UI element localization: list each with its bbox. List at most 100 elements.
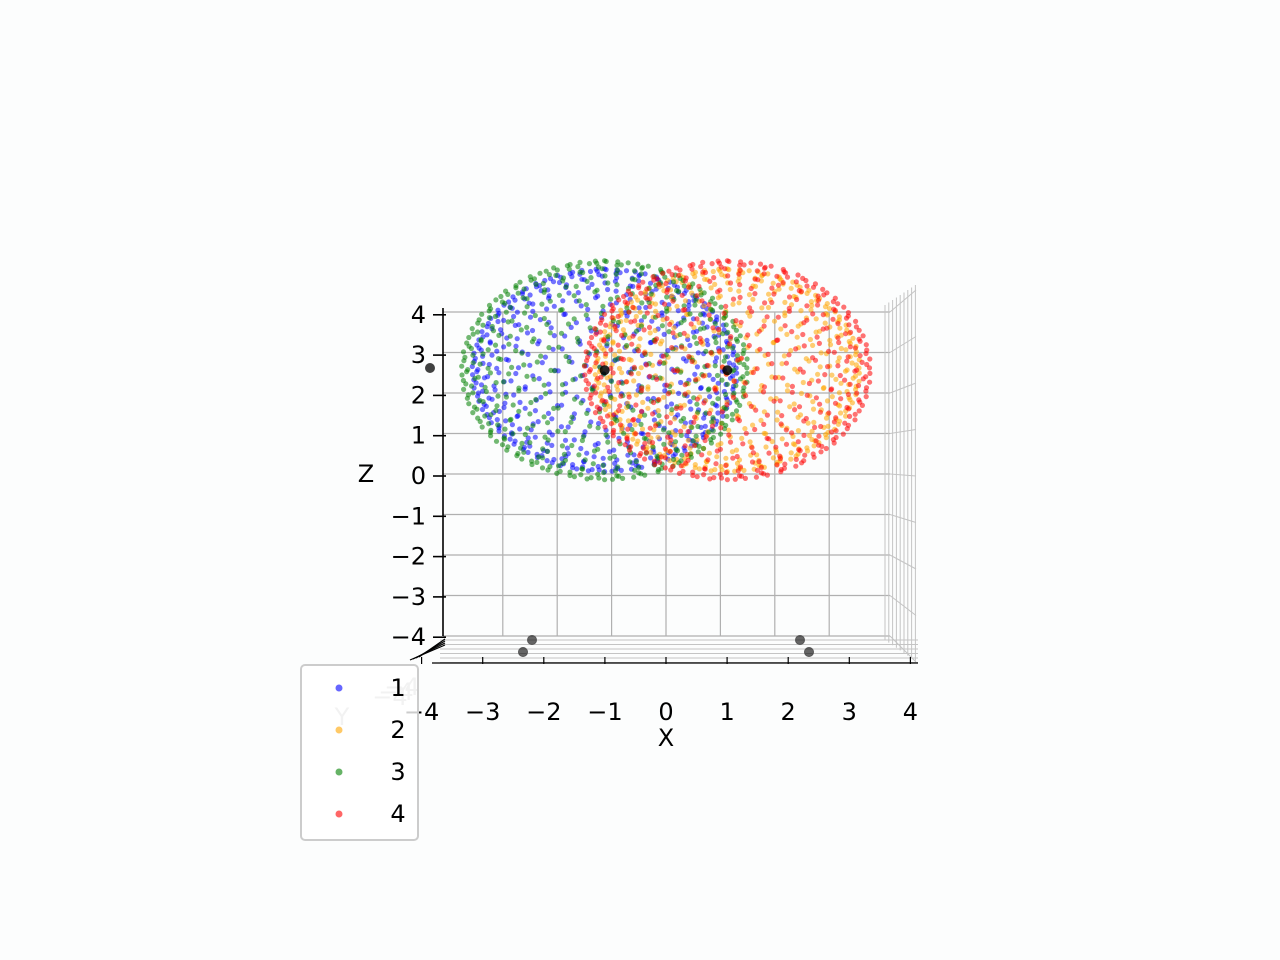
data-point xyxy=(648,291,654,297)
data-point xyxy=(668,467,674,473)
data-point xyxy=(529,339,536,345)
data-point xyxy=(583,312,589,318)
data-point xyxy=(549,460,555,466)
data-point xyxy=(852,417,858,423)
data-point xyxy=(613,288,619,294)
data-point xyxy=(614,262,620,268)
data-point xyxy=(516,388,522,394)
data-point xyxy=(863,388,869,394)
data-point xyxy=(826,348,832,354)
data-point xyxy=(710,415,716,421)
data-point xyxy=(647,425,653,431)
data-point xyxy=(635,348,642,354)
data-point xyxy=(804,303,810,309)
data-point xyxy=(494,417,500,423)
data-point xyxy=(752,283,759,289)
data-point xyxy=(609,308,615,314)
data-point xyxy=(615,342,621,348)
data-point xyxy=(647,373,653,379)
data-point xyxy=(596,475,602,481)
data-point xyxy=(700,445,707,452)
data-point xyxy=(644,310,650,316)
data-point xyxy=(647,304,653,310)
data-point xyxy=(546,345,552,351)
data-point xyxy=(642,472,648,478)
data-point xyxy=(501,344,507,350)
data-point xyxy=(771,318,778,324)
data-point xyxy=(800,369,806,375)
data-point xyxy=(571,474,578,480)
data-point xyxy=(821,292,827,298)
data-point xyxy=(533,281,539,287)
data-point xyxy=(532,434,538,440)
data-point xyxy=(643,295,649,301)
data-point xyxy=(846,322,852,328)
data-point xyxy=(534,359,540,365)
data-point xyxy=(762,300,768,306)
data-point xyxy=(468,345,474,352)
data-point xyxy=(795,439,801,445)
data-point xyxy=(677,331,683,338)
data-point xyxy=(554,470,560,476)
data-point xyxy=(793,279,799,285)
data-point xyxy=(804,290,810,296)
data-point xyxy=(642,291,648,297)
data-point xyxy=(815,297,822,303)
data-point xyxy=(644,286,650,292)
data-point xyxy=(639,265,645,271)
data-point xyxy=(752,426,758,433)
data-point xyxy=(696,466,703,472)
data-point xyxy=(780,375,786,381)
data-point xyxy=(474,406,480,412)
floor-marker xyxy=(804,647,814,657)
data-point xyxy=(654,376,660,382)
data-point xyxy=(642,440,648,446)
data-point xyxy=(716,348,722,354)
data-point xyxy=(749,459,756,465)
data-point xyxy=(605,334,611,340)
x-tick-label: 0 xyxy=(658,698,673,726)
data-point xyxy=(773,449,780,455)
data-point xyxy=(835,421,842,427)
data-point xyxy=(723,462,729,468)
data-point xyxy=(846,406,852,412)
data-point xyxy=(818,449,824,455)
data-point xyxy=(513,343,519,349)
data-point xyxy=(760,389,767,395)
data-point xyxy=(563,284,569,290)
data-point xyxy=(852,368,858,374)
data-point xyxy=(595,425,601,431)
data-point xyxy=(773,444,779,450)
data-point xyxy=(696,283,702,289)
grid-line-side xyxy=(889,514,917,523)
data-point xyxy=(730,345,736,351)
data-point xyxy=(586,369,592,375)
data-point xyxy=(817,409,824,415)
data-point xyxy=(775,314,781,320)
data-point xyxy=(601,338,607,344)
data-point xyxy=(666,268,672,274)
data-point xyxy=(734,460,741,466)
data-point xyxy=(723,322,729,328)
data-point xyxy=(541,414,547,420)
data-point xyxy=(635,370,642,377)
data-point xyxy=(537,317,544,323)
data-point xyxy=(761,409,768,415)
data-point xyxy=(786,308,793,314)
data-point xyxy=(575,290,581,296)
data-point xyxy=(710,400,716,406)
data-point xyxy=(667,420,673,426)
data-point xyxy=(484,332,490,338)
data-point xyxy=(612,357,619,363)
data-point xyxy=(744,370,750,376)
data-point xyxy=(685,437,691,443)
data-point xyxy=(606,403,612,409)
data-point xyxy=(681,283,687,289)
data-point xyxy=(527,314,534,320)
data-point xyxy=(747,313,753,319)
data-point xyxy=(811,454,817,460)
data-point xyxy=(486,421,492,427)
data-point xyxy=(679,344,685,350)
data-point xyxy=(536,376,542,382)
data-point xyxy=(631,268,638,274)
